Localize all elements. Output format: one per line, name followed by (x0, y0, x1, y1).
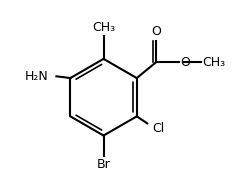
Text: H₂N: H₂N (25, 70, 49, 83)
Text: Cl: Cl (153, 122, 165, 135)
Text: CH₃: CH₃ (202, 56, 225, 69)
Text: Br: Br (97, 158, 110, 171)
Text: O: O (180, 56, 190, 69)
Text: CH₃: CH₃ (92, 21, 115, 34)
Text: O: O (151, 25, 161, 38)
